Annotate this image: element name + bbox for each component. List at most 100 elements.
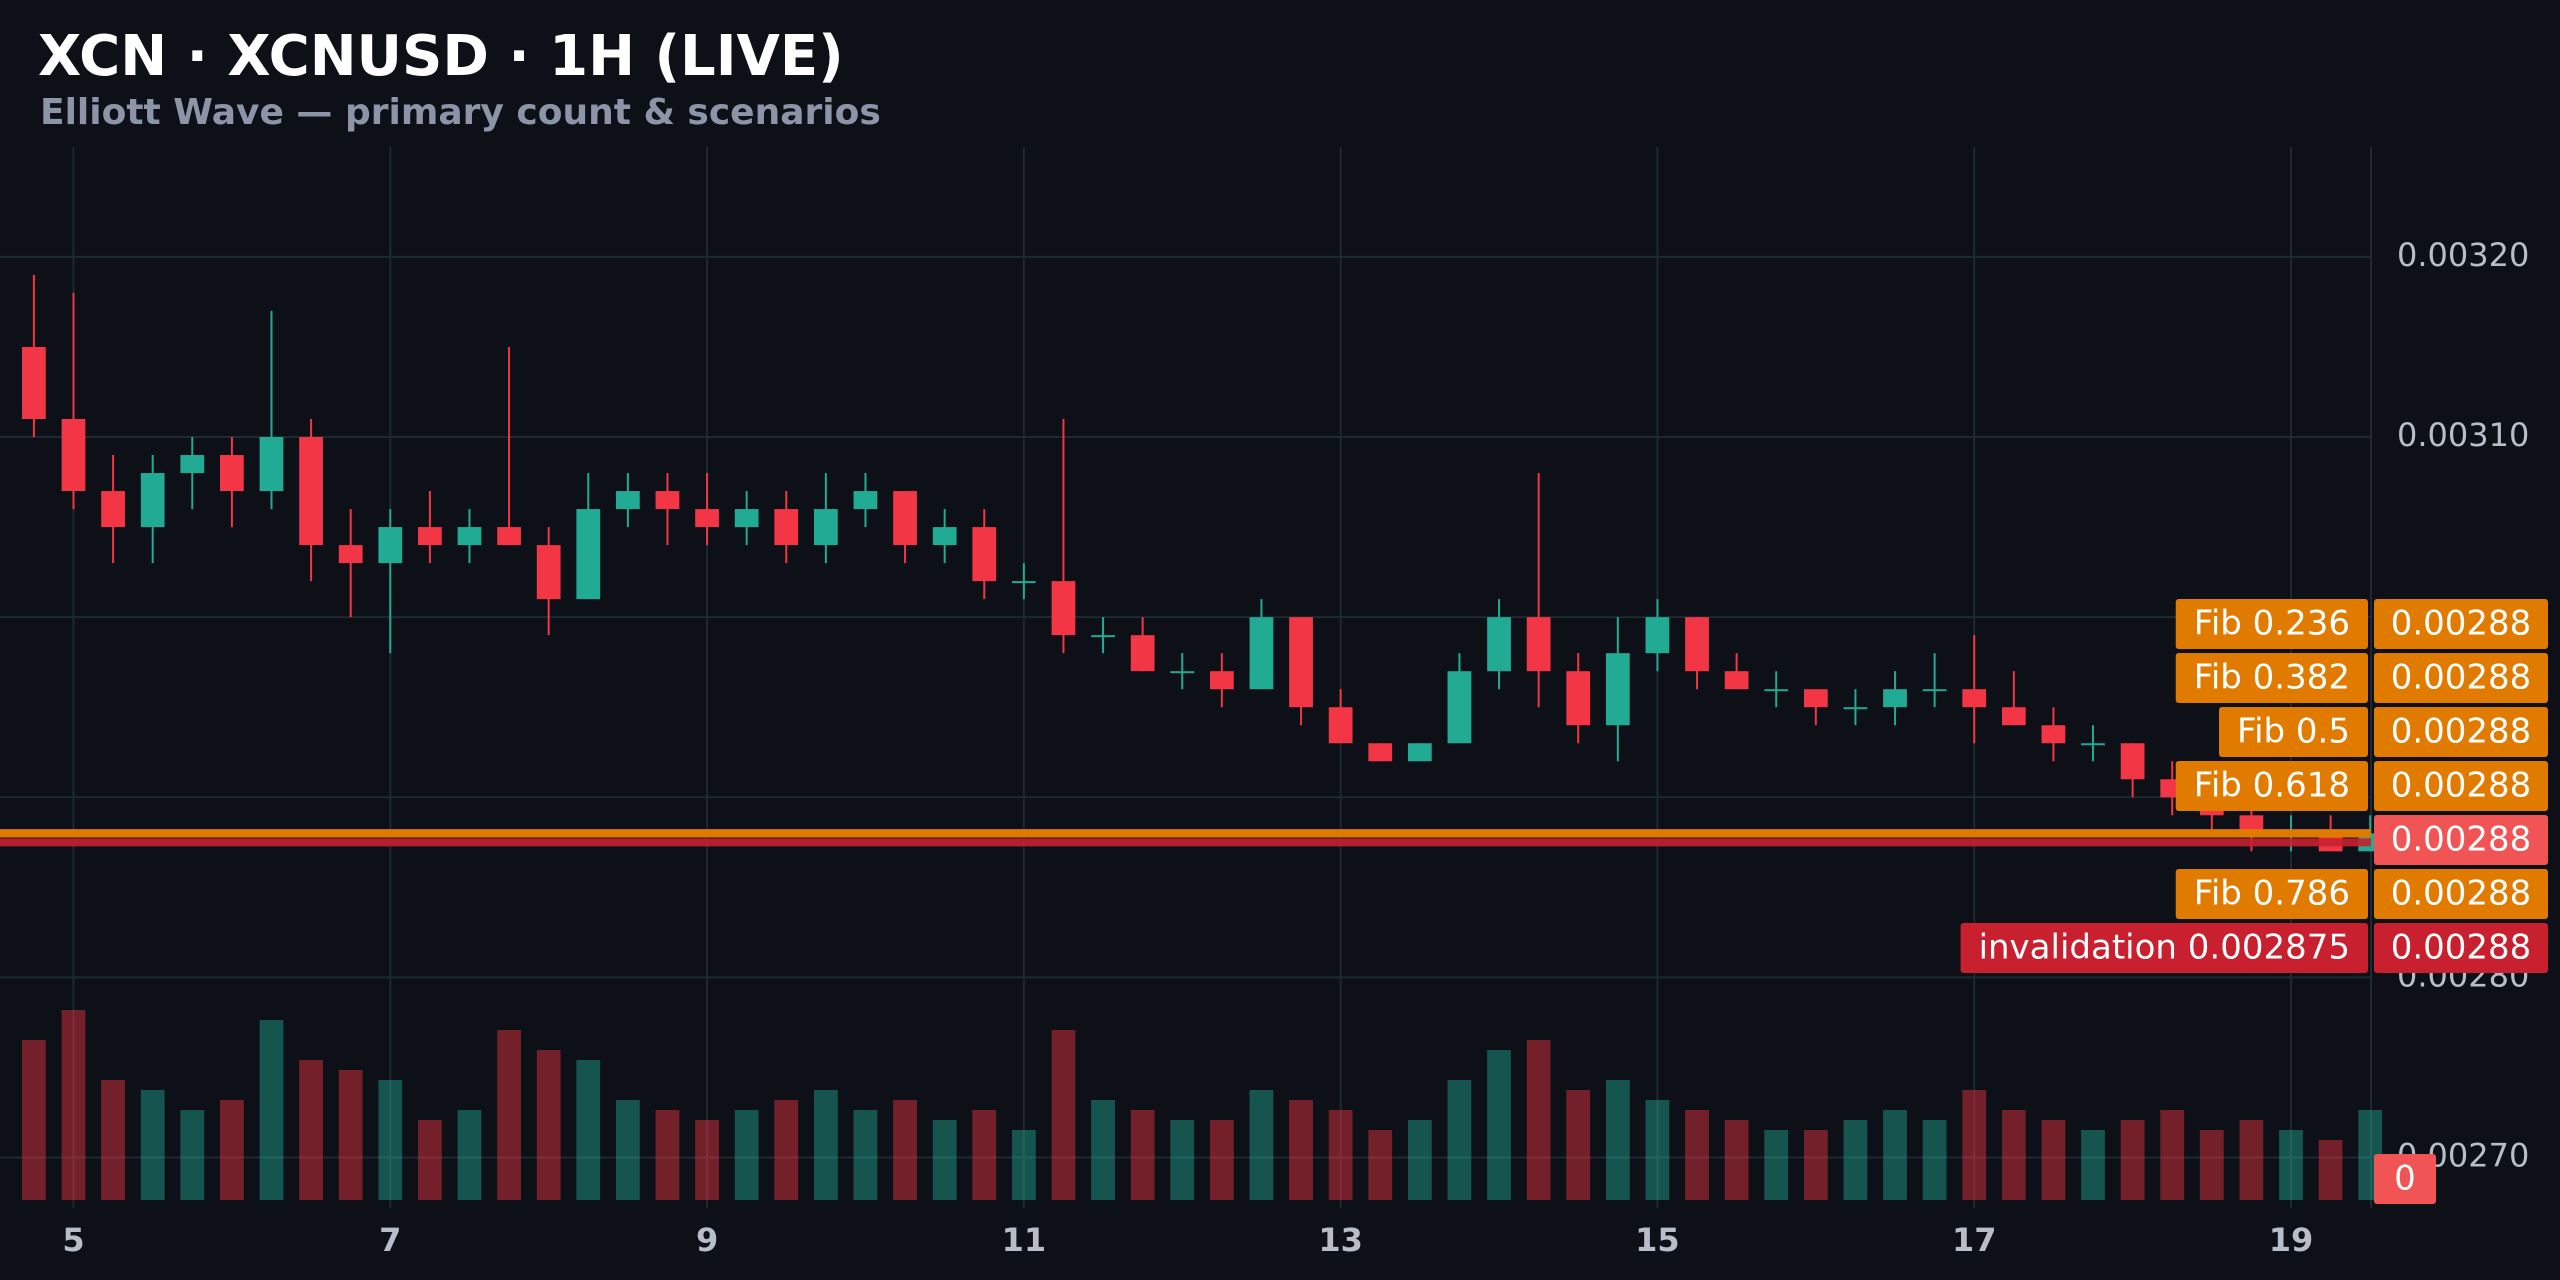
volume-bar bbox=[536, 1050, 561, 1200]
level-name: invalidation 0.002875 bbox=[1979, 928, 2350, 968]
volume-bar bbox=[1526, 1040, 1551, 1200]
candle-body bbox=[61, 419, 86, 492]
candle-body bbox=[259, 437, 284, 492]
volume-bar bbox=[893, 1100, 917, 1200]
candle-body bbox=[536, 545, 561, 600]
volume-bar bbox=[2279, 1130, 2303, 1200]
candle-body bbox=[972, 527, 997, 582]
last-volume: 0 bbox=[2394, 1159, 2416, 1199]
volume-bar bbox=[1091, 1100, 1115, 1200]
volume-bar bbox=[2239, 1120, 2264, 1200]
level-price: 0.00288 bbox=[2391, 874, 2532, 914]
level-price: 0.00288 bbox=[2391, 928, 2532, 968]
candle-body bbox=[1170, 671, 1195, 674]
level-price-box bbox=[2374, 869, 2548, 919]
volume-bar bbox=[932, 1120, 957, 1200]
last-volume-box bbox=[2374, 1154, 2436, 1204]
x-tick-label: 5 bbox=[62, 1221, 84, 1259]
volume-bar bbox=[2041, 1120, 2066, 1200]
level-label: Fib 0.382 bbox=[2175, 653, 2368, 703]
level-price: 0.00288 bbox=[2391, 604, 2532, 644]
candle-body bbox=[1091, 635, 1115, 638]
level-price: 0.00288 bbox=[2391, 766, 2532, 806]
level-price-box bbox=[2374, 923, 2548, 973]
volume-bar bbox=[1566, 1090, 1591, 1200]
x-tick-label: 19 bbox=[2269, 1221, 2314, 1259]
candle-body bbox=[1328, 707, 1353, 744]
candle-body bbox=[1209, 671, 1234, 690]
level-price-box bbox=[2374, 707, 2548, 757]
volume-bar bbox=[1764, 1130, 1789, 1200]
volume-bar bbox=[1645, 1100, 1670, 1200]
level-price-box bbox=[2374, 599, 2548, 649]
candle-body bbox=[299, 437, 323, 546]
candle-body bbox=[813, 509, 838, 546]
last-price: 0.00288 bbox=[2391, 820, 2532, 860]
candle-body bbox=[853, 491, 878, 510]
x-tick-label: 9 bbox=[696, 1221, 718, 1259]
candle-body bbox=[418, 527, 442, 546]
candle-body bbox=[1764, 689, 1789, 692]
level-name-box bbox=[2175, 599, 2368, 649]
volume-bar bbox=[2001, 1110, 2026, 1200]
volume-bar bbox=[61, 1010, 86, 1200]
volume-bar bbox=[576, 1060, 601, 1200]
volume-bar bbox=[1130, 1110, 1155, 1200]
volume-bar bbox=[1605, 1080, 1630, 1200]
volume-bar bbox=[2160, 1110, 2185, 1200]
candle-body bbox=[457, 527, 482, 546]
level-price-box bbox=[2374, 761, 2548, 811]
candle-body bbox=[1803, 689, 1828, 708]
candle-body bbox=[1368, 743, 1393, 762]
candle-body bbox=[1447, 671, 1472, 744]
x-tick-label: 17 bbox=[1952, 1221, 1997, 1259]
candle-body bbox=[2041, 725, 2066, 744]
level-name: Fib 0.786 bbox=[2194, 874, 2350, 914]
level-name-box bbox=[2175, 653, 2368, 703]
candle-body bbox=[1249, 617, 1274, 690]
x-tick-label: 15 bbox=[1635, 1221, 1680, 1259]
candle-body bbox=[734, 509, 759, 528]
candle-body bbox=[180, 455, 205, 474]
chart-subtitle: Elliott Wave — primary count & scenarios bbox=[40, 92, 881, 133]
volume-bar bbox=[2120, 1120, 2145, 1200]
volume-bar bbox=[1289, 1100, 1313, 1200]
volume-bar bbox=[615, 1100, 640, 1200]
x-tick-label: 11 bbox=[1002, 1221, 1047, 1259]
candle-body bbox=[655, 491, 680, 510]
volume-bar bbox=[1011, 1130, 1036, 1200]
y-tick-label: 0.00310 bbox=[2397, 416, 2529, 454]
y-tick-label: 0.00320 bbox=[2397, 236, 2529, 274]
candle-body bbox=[1051, 581, 1076, 636]
candle-body bbox=[1289, 617, 1313, 708]
level-name: Fib 0.382 bbox=[2194, 658, 2350, 698]
volume-bar bbox=[695, 1120, 719, 1200]
candle-body bbox=[2239, 815, 2264, 834]
candle-body bbox=[1962, 689, 1987, 708]
candle-body bbox=[695, 509, 719, 528]
volume-bar bbox=[1883, 1110, 1907, 1200]
volume-bar bbox=[22, 1040, 46, 1200]
volume-bar bbox=[140, 1090, 165, 1200]
volume-bar bbox=[299, 1060, 323, 1200]
candle-body bbox=[774, 509, 799, 546]
candle-body bbox=[1922, 689, 1947, 692]
level-price: 0.00288 bbox=[2391, 712, 2532, 752]
candle-body bbox=[1011, 581, 1036, 584]
volume-bar bbox=[1170, 1120, 1195, 1200]
candle-body bbox=[1724, 671, 1749, 690]
level-label: Fib 0.5 bbox=[2219, 707, 2368, 757]
volume-bar bbox=[972, 1110, 997, 1200]
level-name: Fib 0.5 bbox=[2237, 712, 2350, 752]
volume-bar bbox=[259, 1020, 284, 1200]
candle-body bbox=[893, 491, 917, 546]
level-name-box bbox=[2175, 761, 2368, 811]
candle-body bbox=[497, 527, 521, 546]
candle-body bbox=[220, 455, 244, 492]
volume-bar bbox=[774, 1100, 799, 1200]
candle-body bbox=[2081, 743, 2105, 746]
candle-body bbox=[1566, 671, 1591, 726]
level-price: 0.00288 bbox=[2391, 658, 2532, 698]
